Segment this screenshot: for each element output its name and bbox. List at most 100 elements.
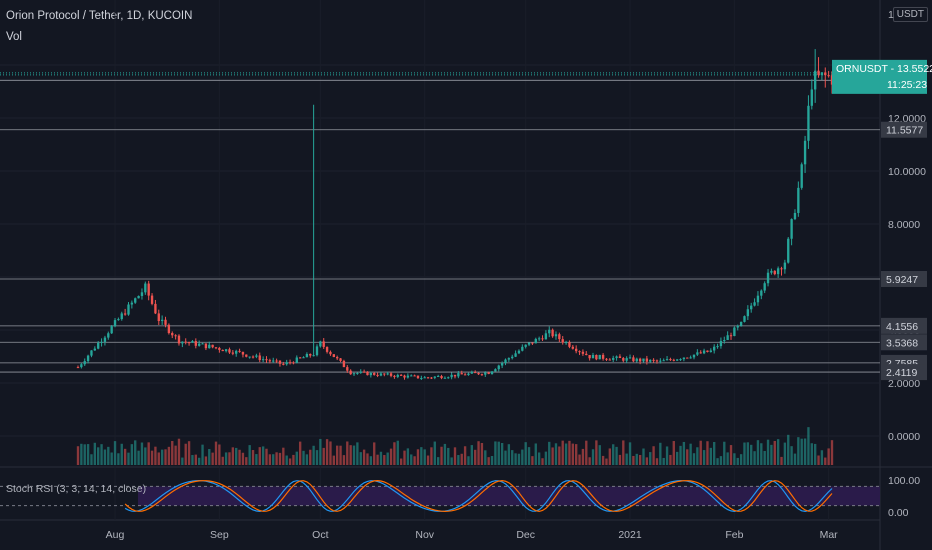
candle-body <box>766 272 770 284</box>
volume-bar <box>585 440 588 465</box>
time-tick: Dec <box>516 529 535 541</box>
candle-body <box>672 359 675 361</box>
volume-bar <box>298 441 302 465</box>
level-tag-text: 5.9247 <box>886 274 918 286</box>
candle-body <box>295 357 298 363</box>
volume-bar <box>766 439 770 465</box>
candle-body <box>635 358 638 362</box>
volume-bar <box>258 447 261 465</box>
candle-body <box>433 376 436 378</box>
candle-body <box>625 358 628 361</box>
volume-bar <box>241 452 245 465</box>
volume-bar <box>588 457 591 465</box>
volume-bar <box>797 437 800 465</box>
volume-bar <box>416 449 420 465</box>
candle-body <box>504 359 507 363</box>
volume-bar <box>622 440 625 465</box>
volume-bar <box>534 443 537 465</box>
candle-body <box>204 343 208 349</box>
candle-body <box>474 372 477 374</box>
candle-body <box>511 356 514 359</box>
volume-bar <box>642 448 645 465</box>
time-tick: Sep <box>210 529 229 541</box>
candle-body <box>477 372 480 375</box>
volume-bar <box>423 449 426 465</box>
volume-bar <box>669 454 672 465</box>
candle-body <box>793 212 797 220</box>
level-tag <box>881 334 927 351</box>
volume-bar <box>164 449 167 465</box>
candle-body <box>568 342 571 347</box>
candle-body <box>376 374 379 376</box>
chart-title[interactable]: Orion Protocol / Tether, 1D, KUCOIN <box>6 10 193 22</box>
candle-body <box>235 350 238 354</box>
candle-body <box>746 309 750 317</box>
candle-body <box>336 357 339 359</box>
volume-bar <box>554 443 558 465</box>
candle-body <box>322 341 325 347</box>
volume-bar <box>410 454 413 465</box>
candle-body <box>824 72 827 76</box>
price-tick-top: 1 <box>888 9 894 21</box>
candle-body <box>544 333 548 340</box>
candle-body <box>258 355 261 361</box>
candle-body <box>679 359 682 361</box>
volume-bar <box>696 447 699 465</box>
volume-bar <box>723 441 726 465</box>
candle-body <box>669 359 672 361</box>
volume-bar <box>474 449 477 465</box>
volume-bar <box>450 457 453 465</box>
level-tag-text: 4.1556 <box>886 321 918 333</box>
volume-bar <box>420 447 423 465</box>
volume-bar <box>719 456 723 465</box>
volume-bar <box>373 442 376 465</box>
candle-body <box>305 354 309 358</box>
volume-bar <box>783 442 787 465</box>
volume-bar <box>198 457 201 465</box>
candle-body <box>467 373 470 376</box>
candle-body <box>426 377 430 379</box>
candle-body <box>591 354 595 359</box>
candle-body <box>150 295 154 304</box>
candle-body <box>709 350 712 352</box>
price-tick: 0.0000 <box>888 431 920 443</box>
candle-body <box>436 376 440 378</box>
volume-bar <box>322 447 325 465</box>
volume-bar <box>93 442 97 465</box>
volume-bar <box>800 438 803 465</box>
level-tag <box>881 270 927 287</box>
candle-body <box>803 140 807 165</box>
volume-bar <box>107 446 110 465</box>
volume-bar <box>527 447 531 465</box>
volume-bar <box>447 447 450 465</box>
volume-bar <box>487 457 490 465</box>
volume-bar <box>517 453 521 465</box>
volume-bar <box>332 455 335 465</box>
candle-body <box>191 341 194 343</box>
volume-bar <box>467 456 470 465</box>
volume-bar <box>130 444 134 465</box>
volume-bar <box>544 451 548 465</box>
time-axis: Aug Sep Oct Nov Dec 2021 Feb Mar <box>106 529 838 541</box>
candle-body <box>780 268 783 270</box>
candle-body <box>221 349 224 352</box>
volume-bar <box>288 458 292 465</box>
candle-body <box>598 354 601 360</box>
candle-body <box>820 72 824 76</box>
candle-body <box>211 344 214 348</box>
volume-bar <box>608 448 612 465</box>
candle-body <box>628 357 632 359</box>
candle-body <box>699 352 702 354</box>
candle-body <box>581 351 585 354</box>
candle-body <box>783 262 787 270</box>
volume-bar <box>615 446 618 465</box>
volume-bar <box>457 455 460 465</box>
candle-body <box>319 341 322 347</box>
currency-unit[interactable]: USDT <box>892 7 928 22</box>
candle-body <box>487 372 490 374</box>
volume-bar <box>776 439 780 465</box>
volume-bar <box>120 443 123 465</box>
candle-body <box>750 305 753 310</box>
volume-bar <box>309 449 312 465</box>
